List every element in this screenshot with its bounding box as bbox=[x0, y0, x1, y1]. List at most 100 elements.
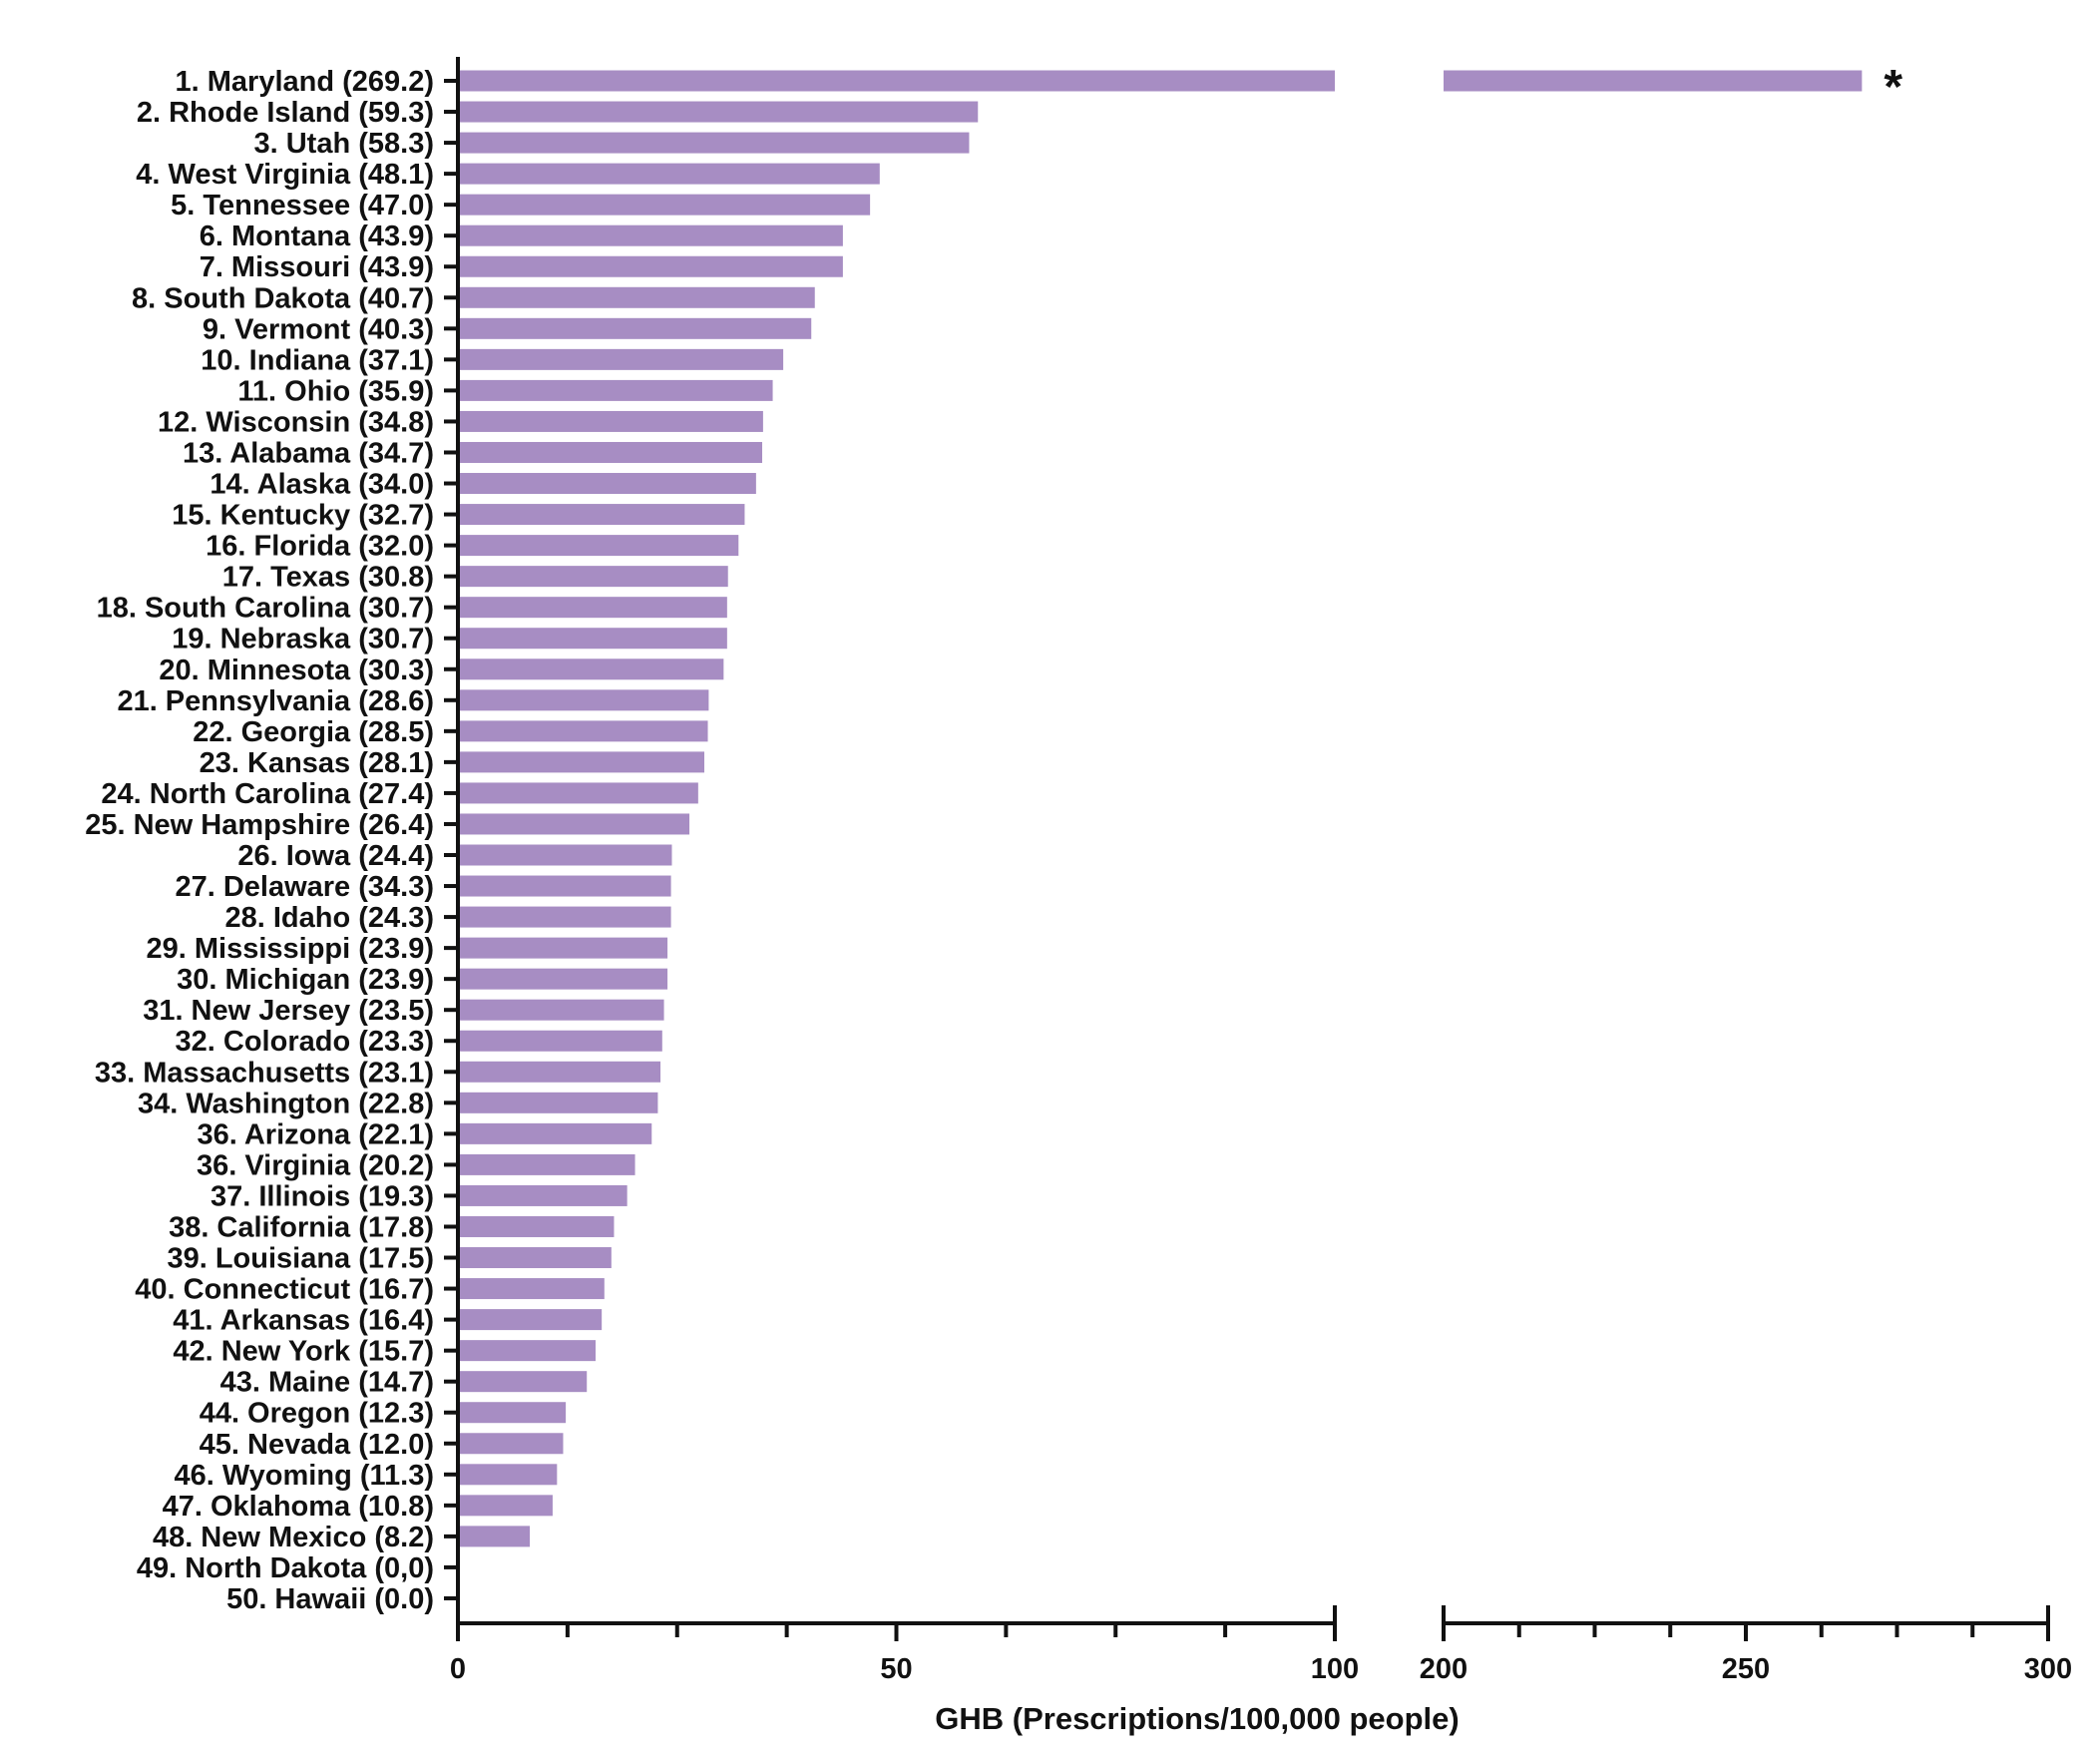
bar bbox=[458, 720, 708, 742]
y-axis: 1. Maryland (269.2)2. Rhode Island (59.3… bbox=[85, 57, 460, 1615]
bar bbox=[458, 1340, 597, 1362]
category-label: 7. Missouri (43.9) bbox=[200, 251, 434, 283]
category-label: 6. Montana (43.9) bbox=[200, 220, 434, 252]
category-label: 19. Nebraska (30.7) bbox=[172, 624, 434, 656]
category-label: 39. Louisiana (17.5) bbox=[167, 1243, 434, 1275]
category-label: 18. South Carolina (30.7) bbox=[97, 593, 434, 625]
category-label: 28. Idaho (24.3) bbox=[224, 902, 434, 934]
bar bbox=[458, 659, 724, 680]
category-label: 10. Indiana (37.1) bbox=[201, 344, 434, 376]
bar bbox=[458, 1030, 662, 1052]
bar bbox=[458, 1402, 567, 1424]
bar bbox=[458, 1061, 661, 1083]
bar bbox=[458, 504, 745, 526]
category-label: 12. Wisconsin (34.8) bbox=[158, 406, 434, 438]
bar bbox=[458, 937, 668, 959]
bar bbox=[458, 379, 773, 401]
bars-group: * bbox=[458, 61, 1902, 1547]
bar bbox=[458, 441, 763, 463]
category-label: 9. Vermont (40.3) bbox=[203, 313, 434, 345]
category-label: 45. Nevada (12.0) bbox=[200, 1429, 434, 1461]
bar bbox=[458, 1122, 652, 1144]
x-tick-label: 250 bbox=[1722, 1653, 1770, 1685]
category-label: 36. Virginia (20.2) bbox=[197, 1149, 434, 1181]
bar bbox=[458, 1215, 615, 1237]
x-axis: 0 50 100 200 250 300 bbox=[450, 1605, 2072, 1685]
category-label: 41. Arkansas (16.4) bbox=[173, 1305, 434, 1337]
bar bbox=[458, 782, 698, 804]
category-label: 30. Michigan (23.9) bbox=[177, 964, 434, 996]
category-label: 11. Ohio (35.9) bbox=[237, 375, 434, 407]
category-label: 5. Tennessee (47.0) bbox=[171, 190, 434, 221]
bar bbox=[458, 348, 784, 370]
bar bbox=[458, 163, 880, 185]
category-label: 24. North Carolina (27.4) bbox=[101, 778, 434, 810]
bar bbox=[458, 1371, 588, 1393]
bar bbox=[458, 194, 871, 216]
bar bbox=[458, 255, 843, 277]
category-label: 16. Florida (32.0) bbox=[206, 531, 434, 563]
category-label: 37. Illinois (19.3) bbox=[210, 1180, 434, 1212]
bar bbox=[458, 813, 690, 835]
bar bbox=[458, 286, 815, 308]
x-tick-label: 300 bbox=[2024, 1653, 2072, 1685]
x-axis-title: GHB (Prescriptions/100,000 people) bbox=[935, 1701, 1459, 1736]
category-label: 21. Pennsylvania (28.6) bbox=[117, 685, 434, 717]
bar bbox=[458, 689, 709, 711]
bar bbox=[458, 317, 812, 339]
category-label: 1. Maryland (269.2) bbox=[176, 66, 435, 98]
category-label: 36. Arizona (22.1) bbox=[198, 1118, 434, 1150]
category-label: 31. New Jersey (23.5) bbox=[143, 995, 434, 1027]
bar bbox=[458, 1184, 628, 1206]
category-label: 42. New York (15.7) bbox=[173, 1336, 434, 1368]
bar bbox=[458, 1247, 612, 1269]
bar bbox=[458, 751, 704, 773]
category-label: 17. Texas (30.8) bbox=[222, 562, 434, 594]
category-label: 48. New Mexico (8.2) bbox=[153, 1522, 434, 1553]
bar bbox=[458, 968, 668, 990]
category-label: 49. North Dakota (0,0) bbox=[137, 1552, 434, 1584]
bar bbox=[458, 628, 727, 650]
category-label: 32. Colorado (23.3) bbox=[176, 1026, 434, 1058]
bar bbox=[458, 1433, 564, 1455]
bar bbox=[458, 844, 672, 866]
category-label: 8. South Dakota (40.7) bbox=[132, 282, 434, 314]
category-label: 3. Utah (58.3) bbox=[254, 128, 435, 160]
category-label: 26. Iowa (24.4) bbox=[237, 840, 434, 872]
bar bbox=[458, 70, 1335, 92]
category-label: 46. Wyoming (11.3) bbox=[174, 1460, 434, 1492]
bar bbox=[458, 875, 671, 897]
category-label: 34. Washington (22.8) bbox=[138, 1088, 434, 1119]
bar bbox=[458, 1495, 553, 1517]
bar bbox=[458, 1092, 658, 1113]
category-label: 25. New Hampshire (26.4) bbox=[85, 809, 434, 841]
bar bbox=[458, 132, 970, 154]
category-label: 4. West Virginia (48.1) bbox=[136, 159, 434, 191]
category-label: 27. Delaware (34.3) bbox=[175, 871, 434, 903]
bar bbox=[458, 101, 979, 123]
x-tick-label: 50 bbox=[880, 1653, 912, 1685]
category-label: 40. Connecticut (16.7) bbox=[135, 1274, 434, 1306]
category-label: 44. Oregon (12.3) bbox=[200, 1398, 434, 1430]
category-label: 23. Kansas (28.1) bbox=[200, 747, 434, 779]
category-label: 47. Oklahoma (10.8) bbox=[163, 1491, 434, 1523]
category-label: 50. Hawaii (0.0) bbox=[226, 1583, 434, 1615]
bar bbox=[458, 999, 664, 1021]
category-label: 33. Massachusetts (23.1) bbox=[95, 1057, 434, 1089]
category-label: 22. Georgia (28.5) bbox=[193, 716, 434, 748]
bar bbox=[458, 1153, 635, 1175]
category-label: 2. Rhode Island (59.3) bbox=[137, 97, 434, 129]
category-label: 29. Mississippi (23.9) bbox=[146, 933, 434, 965]
bar-annotation: * bbox=[1884, 61, 1902, 114]
x-tick-label: 200 bbox=[1420, 1653, 1468, 1685]
bar bbox=[458, 1464, 558, 1486]
category-label: 38. California (17.8) bbox=[169, 1211, 434, 1243]
bar bbox=[458, 535, 739, 557]
bar-break-segment bbox=[1444, 70, 1863, 92]
bar bbox=[458, 224, 843, 246]
bar bbox=[458, 1278, 605, 1300]
bar bbox=[458, 906, 671, 928]
category-label: 20. Minnesota (30.3) bbox=[159, 655, 434, 686]
